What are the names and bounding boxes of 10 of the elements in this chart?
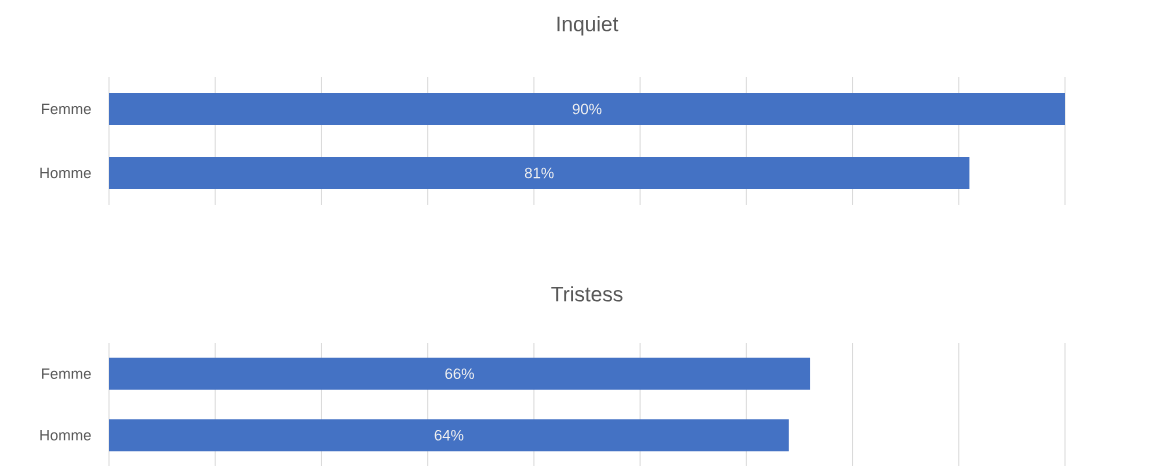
data-label: 81% — [524, 167, 554, 179]
y-tick-label: Femme — [42, 103, 91, 115]
y-tick-label: Homme — [40, 167, 91, 179]
data-label: 64% — [434, 430, 464, 441]
chart-title: Inquiet — [557, 16, 619, 36]
y-tick-label: Homme — [40, 430, 91, 441]
data-label: 90% — [572, 103, 602, 115]
y-tick-label: Femme — [42, 368, 91, 380]
chart-title: Tristess — [551, 286, 623, 302]
data-label: 66% — [445, 368, 474, 380]
